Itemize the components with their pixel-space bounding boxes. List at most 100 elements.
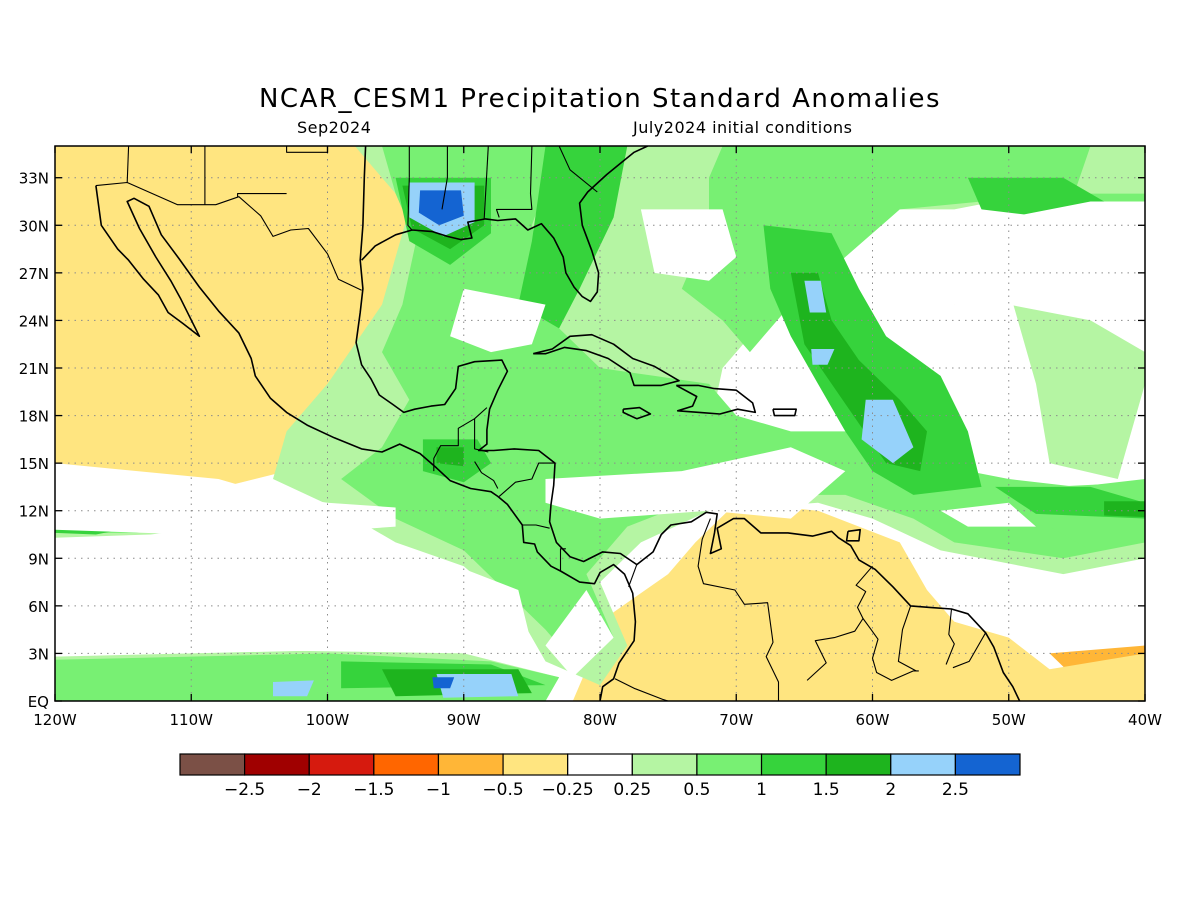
coastline [361,146,649,303]
colorbar-swatch [179,753,246,776]
colorbar-label: 0.5 [683,780,710,800]
lon-tick-label: 50W [992,711,1026,729]
colorbar-swatch [631,753,698,776]
map-plot-area: 120W 110W 100W 90W 80W 70W 60W 50W 40W EQ 3N 6N 9N 12… [19,145,1162,729]
lon-tick-label: 70W [719,711,753,729]
colorbar-label: 2.5 [942,780,969,800]
colorbar-swatch [437,753,504,776]
country-border [483,146,489,219]
colorbar-swatch [825,753,892,776]
lon-tick-label: 40W [1128,711,1162,729]
country-border [126,146,130,183]
colorbar-label: 1.5 [813,780,840,800]
coastline [772,408,797,417]
lat-tick-label: 9N [28,550,49,568]
colorbar-label: −0.5 [482,780,523,800]
anomaly-region-level-11 [273,680,314,697]
lat-tick-label: 18N [19,408,49,426]
lon-tick-label: 110W [170,711,214,729]
country-border [407,177,413,231]
anomaly-region-level-6 [545,590,614,678]
colorbar-swatch [308,753,375,776]
colorbar-label: 1 [756,780,767,800]
lat-tick-label: 24N [19,312,49,330]
subtitle-initial-conditions: July2024 initial conditions [633,118,853,137]
colorbar-swatch [502,753,569,776]
lat-tick-label: 6N [28,598,49,616]
colorbar-swatch [890,753,956,776]
lat-tick-label: 12N [19,503,49,521]
anomaly-fill-layer [55,146,1145,701]
country-border [498,462,555,497]
country-border [697,518,780,701]
anomaly-region-level-10 [436,447,464,467]
country-border [441,146,448,210]
country-border [952,632,987,669]
lon-tick-label: 120W [33,711,77,729]
colorbar-label: −2 [297,780,322,800]
lat-tick-label: 3N [28,645,49,663]
lat-tick-label: 21N [19,360,49,378]
coastline [675,384,757,415]
lat-tick-label: 15N [19,455,49,473]
anomaly-region-level-6 [940,502,1036,527]
country-border [522,524,550,529]
anomaly-region-level-6 [545,447,846,519]
colorbar-swatch [244,753,310,776]
country-border [95,181,362,291]
anomaly-region-level-6 [55,542,532,657]
country-border [945,608,955,665]
country-border [474,461,499,489]
country-border [806,618,864,681]
country-border [237,193,287,197]
country-border [495,146,533,218]
anomaly-region-level-10 [1104,501,1145,518]
subtitle-valid-month: Sep2024 [297,118,372,137]
coastline [533,333,680,387]
colorbar-legend: −2.5 −2 −1.5 −1 −0.5 −0.25 0.25 0.5 1 1.5 2 2.5 [179,753,1021,800]
colorbar-swatch [373,753,440,776]
country-border [855,565,919,681]
lon-tick-label: 100W [306,711,350,729]
lat-tick-label: 30N [19,217,49,235]
page-title: NCAR_CESM1 Precipitation Standard Anomal… [258,84,942,114]
anomaly-region-level-11 [811,349,835,365]
colorbar-label: 2 [885,780,896,800]
lat-tick-label: 33N [19,170,49,188]
colorbar-swatch [954,753,1021,776]
anomaly-region-level-6 [899,201,1145,353]
country-border [628,564,638,587]
colorbar-label: 0.25 [613,780,651,800]
anomaly-region-level-11 [436,674,519,698]
colorbar-swatch [696,753,763,776]
country-border [558,146,598,193]
coastline [95,185,637,701]
colorbar-label: −1.5 [353,780,394,800]
anomaly-region-level-12 [418,190,464,226]
lon-tick-label: 90W [447,711,481,729]
country-border [897,605,917,672]
anomaly-region-level-6 [640,209,737,281]
anomaly-region-level-5 [572,502,1145,701]
colorbar-swatch [760,753,827,776]
lat-tick-label: EQ [28,693,49,711]
anomaly-region-level-11 [804,280,827,313]
coastline [355,146,1021,701]
coastline [622,406,652,420]
country-border [474,418,489,453]
colorbar-label: −1 [426,780,451,800]
colorbar-label: −0.25 [542,780,594,800]
lon-tick-label: 60W [856,711,890,729]
anomaly-region-level-12 [432,677,455,689]
anomaly-region-level-6 [55,463,396,535]
axis-ticks: 120W 110W 100W 90W 80W 70W 60W 50W 40W EQ 3N 6N 9N 12… [19,146,1162,729]
country-border [614,678,669,701]
lat-tick-label: 27N [19,265,49,283]
country-border [559,548,566,571]
coastline [845,528,861,542]
colorbar-label: −2.5 [224,780,265,800]
colorbar-swatch [567,753,633,776]
lon-tick-label: 80W [583,711,617,729]
coastline-border-layer [95,146,1021,701]
